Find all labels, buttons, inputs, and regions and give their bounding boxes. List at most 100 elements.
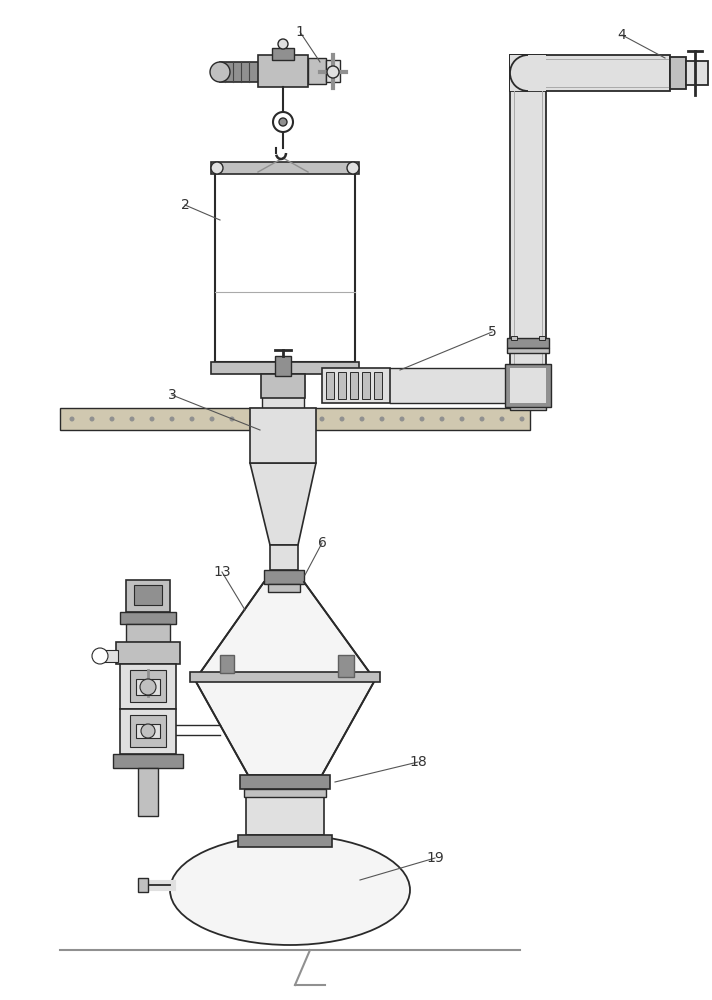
Circle shape bbox=[141, 724, 155, 738]
Bar bbox=[96, 650, 118, 662]
Circle shape bbox=[210, 62, 230, 82]
Circle shape bbox=[340, 416, 345, 422]
Circle shape bbox=[320, 416, 325, 422]
Circle shape bbox=[439, 416, 444, 422]
Bar bbox=[126, 624, 170, 642]
Bar bbox=[308, 58, 326, 84]
Bar bbox=[310, 408, 530, 430]
Circle shape bbox=[169, 416, 174, 422]
Bar bbox=[507, 348, 549, 353]
Bar bbox=[250, 408, 316, 463]
Bar bbox=[120, 709, 176, 754]
Bar bbox=[390, 368, 512, 403]
Bar bbox=[510, 395, 546, 410]
Text: 18: 18 bbox=[409, 755, 427, 769]
Bar bbox=[240, 775, 330, 789]
Text: 6: 6 bbox=[318, 536, 326, 550]
Circle shape bbox=[360, 416, 365, 422]
Text: 1: 1 bbox=[295, 25, 305, 39]
Bar bbox=[271, 374, 295, 392]
Bar bbox=[322, 368, 390, 403]
Bar bbox=[505, 364, 551, 407]
Polygon shape bbox=[195, 680, 375, 775]
Circle shape bbox=[347, 162, 359, 174]
Bar bbox=[215, 172, 355, 362]
Bar bbox=[390, 372, 510, 399]
Circle shape bbox=[520, 416, 525, 422]
Bar bbox=[246, 797, 324, 835]
Bar bbox=[338, 655, 354, 677]
Circle shape bbox=[209, 416, 214, 422]
Circle shape bbox=[130, 416, 135, 422]
Bar bbox=[138, 878, 148, 892]
Bar bbox=[220, 655, 234, 673]
Bar bbox=[190, 672, 380, 682]
Bar bbox=[60, 408, 260, 430]
Bar bbox=[510, 55, 546, 410]
Bar bbox=[272, 48, 294, 60]
Bar bbox=[507, 338, 549, 348]
Bar bbox=[270, 545, 298, 570]
Bar bbox=[374, 372, 382, 399]
Bar bbox=[136, 679, 160, 695]
Bar bbox=[275, 356, 291, 376]
Bar bbox=[350, 372, 358, 399]
Bar bbox=[134, 585, 162, 605]
Circle shape bbox=[92, 648, 108, 664]
Bar bbox=[138, 768, 158, 816]
Bar bbox=[510, 55, 670, 91]
Bar bbox=[510, 368, 546, 403]
Bar bbox=[338, 372, 346, 399]
Text: 4: 4 bbox=[617, 28, 627, 42]
Circle shape bbox=[379, 416, 384, 422]
Bar bbox=[268, 584, 300, 592]
Ellipse shape bbox=[170, 835, 410, 945]
Bar bbox=[261, 374, 305, 398]
Bar bbox=[670, 57, 686, 89]
Bar bbox=[326, 372, 334, 399]
Circle shape bbox=[229, 416, 234, 422]
Circle shape bbox=[90, 416, 95, 422]
Bar bbox=[211, 362, 359, 374]
Bar bbox=[116, 642, 180, 664]
Circle shape bbox=[327, 66, 339, 78]
Bar bbox=[120, 664, 176, 709]
Polygon shape bbox=[250, 463, 316, 545]
Circle shape bbox=[500, 416, 505, 422]
Circle shape bbox=[479, 416, 484, 422]
Bar bbox=[211, 162, 359, 174]
Bar bbox=[510, 55, 546, 91]
Circle shape bbox=[419, 416, 424, 422]
Bar bbox=[262, 380, 304, 410]
Text: 2: 2 bbox=[181, 198, 189, 212]
Circle shape bbox=[211, 162, 223, 174]
Circle shape bbox=[273, 112, 293, 132]
Circle shape bbox=[110, 416, 115, 422]
Circle shape bbox=[140, 679, 156, 695]
Circle shape bbox=[70, 416, 75, 422]
Bar bbox=[244, 789, 326, 797]
Bar bbox=[136, 724, 160, 738]
Bar bbox=[130, 670, 166, 702]
Circle shape bbox=[399, 416, 404, 422]
Bar bbox=[362, 372, 370, 399]
Text: 5: 5 bbox=[488, 325, 496, 339]
Polygon shape bbox=[195, 582, 375, 680]
Bar bbox=[126, 580, 170, 612]
Bar bbox=[238, 835, 332, 847]
Bar bbox=[120, 612, 176, 624]
Bar bbox=[686, 61, 708, 85]
Text: 19: 19 bbox=[426, 851, 444, 865]
Circle shape bbox=[150, 416, 155, 422]
Bar bbox=[220, 62, 260, 82]
Text: 3: 3 bbox=[167, 388, 177, 402]
Bar bbox=[130, 715, 166, 747]
Bar bbox=[264, 570, 304, 584]
Bar bbox=[511, 336, 517, 340]
Text: 13: 13 bbox=[213, 565, 231, 579]
Circle shape bbox=[189, 416, 194, 422]
Bar bbox=[258, 55, 308, 87]
Circle shape bbox=[278, 39, 288, 49]
Circle shape bbox=[249, 416, 254, 422]
Circle shape bbox=[279, 118, 287, 126]
